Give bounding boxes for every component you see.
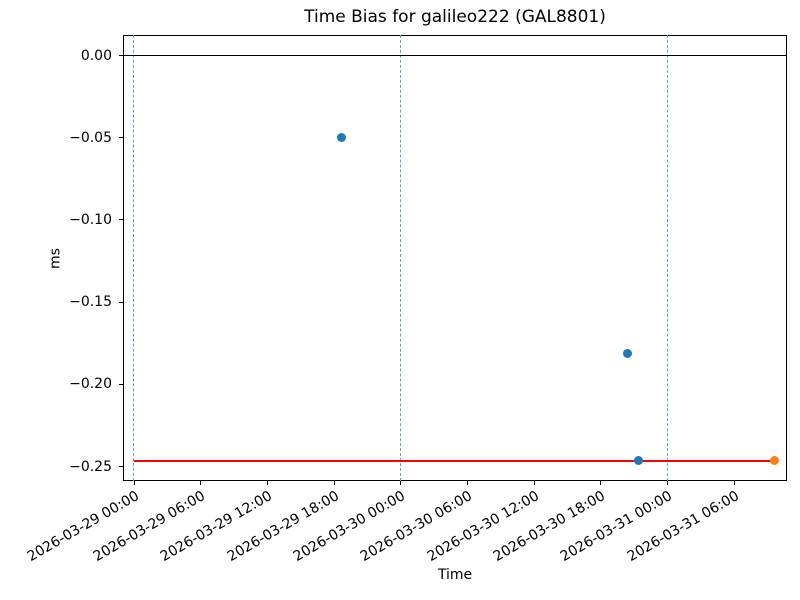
x-tick-mark [400, 481, 402, 485]
day-boundary-line [399, 35, 401, 481]
y-tick-label: −0.10 [69, 211, 112, 228]
y-tick-mark [119, 219, 123, 221]
x-tick-label: 2026-03-29 18:00 [224, 488, 342, 565]
y-axis-label: ms [47, 248, 64, 269]
x-tick-mark [600, 481, 602, 485]
y-tick-mark [119, 466, 123, 468]
y-tick-label: −0.20 [69, 376, 112, 393]
x-tick-mark [333, 481, 335, 485]
latest-sample-point [770, 456, 780, 466]
chart-title: Time Bias for galileo222 (GAL8801) [304, 7, 606, 27]
x-tick-label: 2026-03-29 12:00 [157, 488, 276, 565]
y-tick-mark [119, 301, 123, 303]
x-tick-label: 2026-03-30 12:00 [424, 488, 542, 565]
y-tick-label: −0.15 [69, 294, 112, 311]
x-tick-label: 2026-03-30 00:00 [291, 488, 409, 565]
y-tick-mark [119, 137, 123, 139]
y-tick-label: 0.00 [80, 47, 112, 64]
x-tick-label: 2026-03-30 18:00 [491, 488, 609, 565]
x-tick-mark [733, 481, 735, 485]
y-tick-mark [119, 383, 123, 385]
y-tick-label: −0.25 [69, 458, 112, 475]
x-tick-label: 2026-03-29 06:00 [91, 488, 209, 565]
x-tick-mark [467, 481, 469, 485]
plot-area [123, 35, 787, 481]
bias-samples-point [622, 348, 632, 358]
x-tick-mark [267, 481, 269, 485]
zero-line [123, 55, 787, 57]
x-tick-label: 2026-03-29 00:00 [24, 488, 142, 565]
x-tick-mark [667, 481, 669, 485]
day-boundary-line [133, 35, 135, 481]
x-tick-label: 2026-03-31 06:00 [624, 488, 742, 565]
y-tick-mark [119, 55, 123, 57]
x-tick-mark [133, 481, 135, 485]
bias-samples-point [633, 456, 643, 466]
day-boundary-line [666, 35, 668, 481]
x-axis-label: Time [437, 567, 473, 583]
bias-samples-point [337, 133, 347, 143]
current-bias-line [133, 459, 775, 462]
y-tick-label: −0.05 [69, 129, 112, 146]
x-tick-mark [200, 481, 202, 485]
x-tick-label: 2026-03-30 06:00 [357, 488, 476, 565]
x-tick-mark [533, 481, 535, 485]
x-tick-label: 2026-03-31 00:00 [557, 488, 676, 565]
